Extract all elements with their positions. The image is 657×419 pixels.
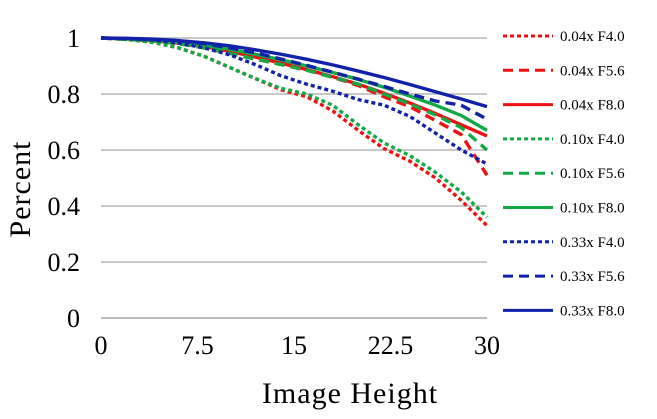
y-tick-labels: 0 0.2 0.4 0.6 0.8 1: [48, 24, 81, 333]
legend-label: 0.04x F4.0: [560, 29, 625, 45]
series-line-3: [100, 36, 489, 219]
y-tick-label: 0.2: [48, 248, 81, 277]
y-tick-label: 0.8: [48, 80, 81, 109]
series-line-8: [100, 36, 488, 109]
x-tick-label: 30: [474, 331, 500, 360]
y-axis-title: Percent: [4, 141, 37, 238]
y-tick-label: 0.6: [48, 136, 81, 165]
legend: 0.04x F4.0 0.04x F5.6 0.04x F8.0 0.10x F4.0…: [503, 29, 625, 319]
series-line-2: [100, 36, 488, 138]
gridlines: [101, 37, 487, 263]
series-line-1: [100, 36, 489, 177]
legend-label: 0.33x F5.6: [560, 269, 625, 285]
x-tick-label: 22.5: [368, 331, 414, 360]
x-tick-labels: 0 7.5 15 22.5 30: [95, 331, 501, 360]
y-tick-label: 1: [67, 24, 80, 53]
legend-label: 0.33x F4.0: [560, 235, 625, 251]
y-tick-label: 0: [67, 304, 80, 333]
legend-label: 0.10x F8.0: [560, 201, 625, 217]
x-tick-label: 7.5: [181, 331, 214, 360]
plot-series: [100, 36, 489, 227]
legend-label: 0.04x F5.6: [560, 63, 625, 79]
y-tick-label: 0.4: [48, 192, 81, 221]
x-tick-label: 15: [281, 331, 307, 360]
legend-label: 0.33x F8.0: [560, 303, 625, 319]
x-axis-title: Image Height: [262, 377, 438, 410]
legend-label: 0.10x F5.6: [560, 166, 625, 182]
legend-label: 0.10x F4.0: [560, 132, 625, 148]
x-tick-label: 0: [95, 331, 108, 360]
legend-label: 0.04x F8.0: [560, 98, 625, 114]
